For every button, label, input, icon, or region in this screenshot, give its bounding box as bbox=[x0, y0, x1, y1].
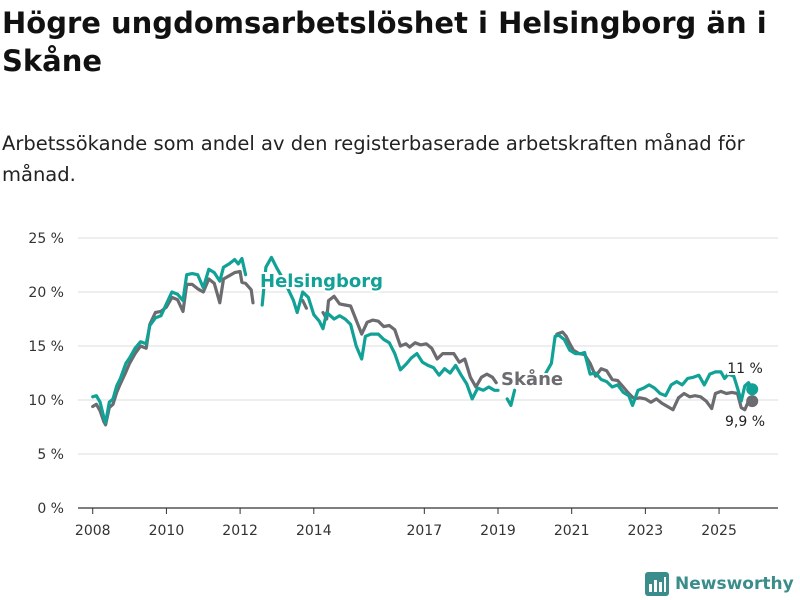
series-label-skane: Skåne bbox=[501, 368, 563, 390]
y-tick-label: 10 % bbox=[28, 393, 64, 409]
y-tick-label: 20 % bbox=[28, 285, 64, 301]
x-tick-label: 2021 bbox=[554, 523, 590, 539]
series-lines bbox=[91, 255, 754, 427]
x-axis-ticks: 2008 2010 2012 2014 2017 2019 2021 2023 2025 bbox=[75, 508, 737, 539]
gridlines bbox=[78, 237, 778, 509]
x-tick-label: 2023 bbox=[628, 523, 664, 539]
newsworthy-logo[interactable]: Newsworthy bbox=[645, 569, 794, 599]
y-axis-ticks: 0 % 5 % 10 % 15 % 20 % 25 % bbox=[28, 231, 64, 517]
brand-name: Newsworthy bbox=[675, 574, 794, 594]
end-value-label-skane: 9,9 % bbox=[725, 414, 765, 430]
y-tick-label: 25 % bbox=[28, 231, 64, 247]
chart-logo-icon bbox=[645, 572, 669, 596]
chart-title: Högre ungdomsarbetslöshet i Helsingborg … bbox=[2, 6, 767, 78]
series-line-helsingborg bbox=[91, 255, 754, 425]
end-value-label-helsingborg: 11 % bbox=[727, 361, 763, 377]
x-tick-label: 2008 bbox=[75, 523, 111, 539]
x-tick-label: 2017 bbox=[406, 523, 442, 539]
series-label-helsingborg: Helsingborg bbox=[260, 271, 383, 292]
x-tick-label: 2012 bbox=[222, 523, 258, 539]
x-tick-label: 2025 bbox=[701, 523, 737, 539]
y-tick-label: 5 % bbox=[37, 447, 64, 463]
series-labels: Helsingborg Skåne 11 % 9,9 % bbox=[258, 269, 767, 432]
series-line-skane bbox=[91, 269, 754, 427]
chart-subtitle: Arbetssökande som andel av den registerb… bbox=[2, 132, 745, 186]
end-marker-helsingborg bbox=[746, 383, 759, 396]
x-tick-label: 2019 bbox=[480, 523, 516, 539]
y-tick-label: 15 % bbox=[28, 339, 64, 355]
end-marker-skane bbox=[746, 395, 759, 408]
y-tick-label: 0 % bbox=[37, 501, 64, 517]
end-markers bbox=[746, 383, 759, 408]
x-tick-label: 2014 bbox=[296, 523, 332, 539]
x-tick-label: 2010 bbox=[149, 523, 185, 539]
